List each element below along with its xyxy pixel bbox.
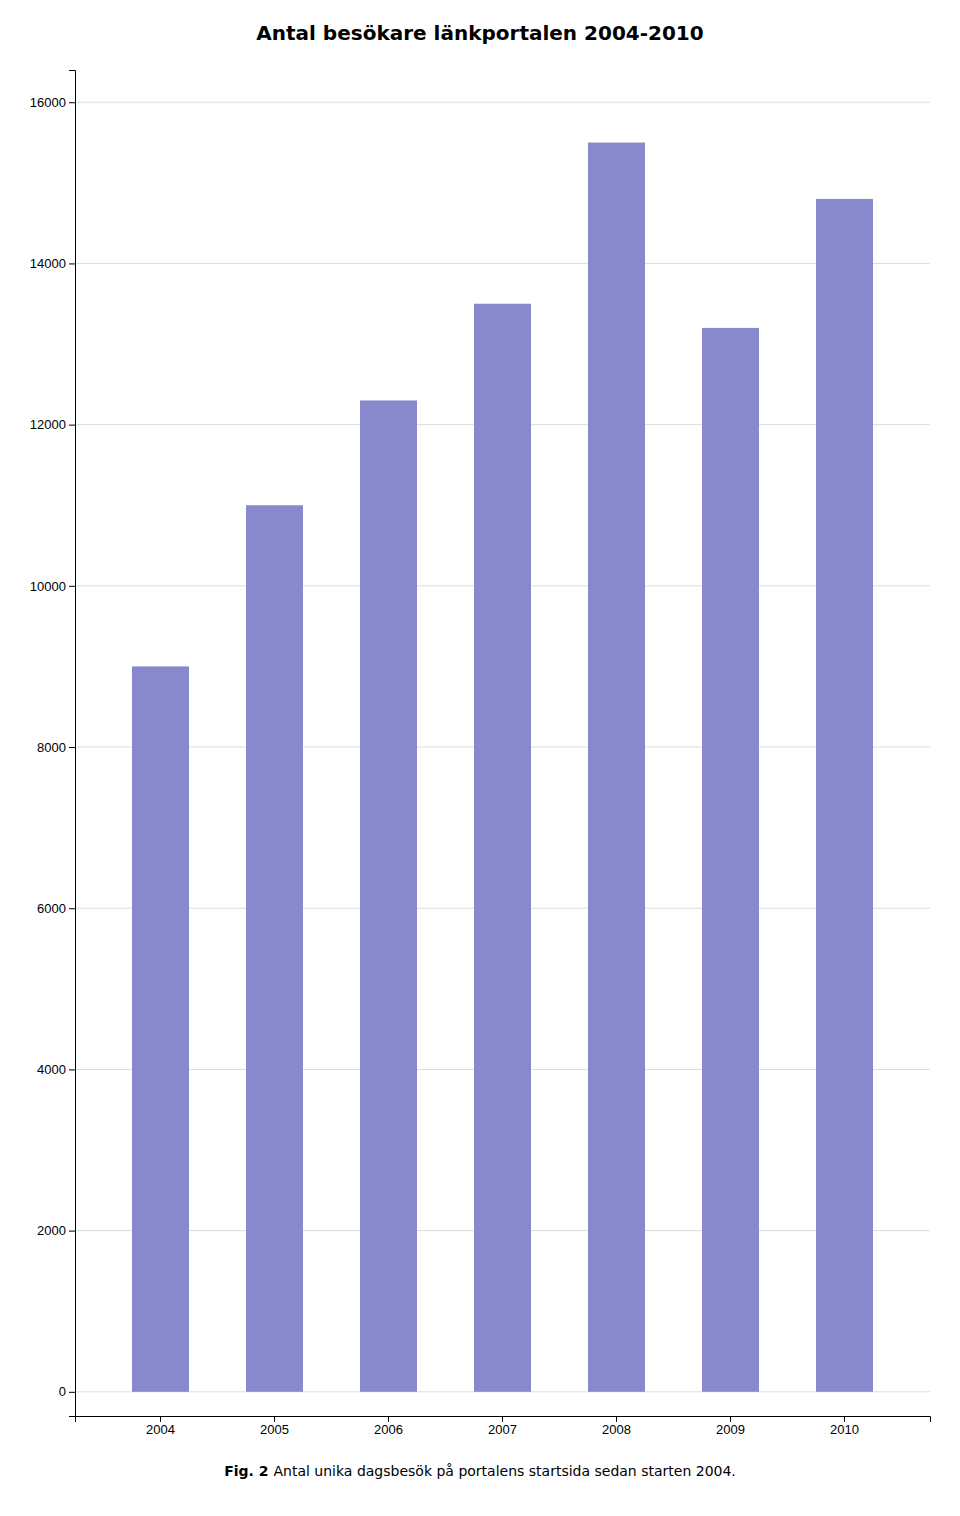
- tick: 2010: [830, 1416, 859, 1437]
- grid-line: [75, 102, 930, 103]
- bar: [360, 400, 417, 1391]
- tick: 2007: [488, 1416, 517, 1437]
- tick-label: 4000: [37, 1062, 66, 1077]
- bar: [474, 304, 531, 1392]
- tick: 2004: [146, 1416, 175, 1437]
- tick-mark: [69, 908, 75, 909]
- tick-mark: [502, 1416, 503, 1422]
- tick: 10000: [30, 578, 75, 593]
- chart: Antal besökare länkportalen 2004-2010 200…: [0, 0, 960, 1516]
- plot: 2004 2005 2006 2007 2008 2009 2010 0 2000 4000 600…: [30, 71, 931, 1438]
- grid-line: [75, 263, 930, 264]
- tick-mark: [69, 1231, 75, 1232]
- bar: [588, 143, 645, 1392]
- bar: [816, 199, 873, 1392]
- y-axis: 0 2000 4000 6000 8000 10000 12000 14000 16000: [30, 71, 76, 1417]
- axis-line: [76, 1417, 931, 1423]
- title: Antal besökare länkportalen 2004-2010: [256, 21, 703, 45]
- tick-mark: [69, 586, 75, 587]
- tick-mark: [730, 1416, 731, 1422]
- axis-line: [69, 71, 76, 1417]
- tick-mark: [616, 1416, 617, 1422]
- tick: 8000: [37, 740, 75, 755]
- tick-mark: [69, 263, 75, 264]
- tick-label: 0: [59, 1384, 66, 1399]
- tick-label: 8000: [37, 740, 66, 755]
- tick: 2006: [374, 1416, 403, 1437]
- x-axis: 2004 2005 2006 2007 2008 2009 2010: [76, 1416, 931, 1437]
- tick: 2008: [602, 1416, 631, 1437]
- tick-label: 2006: [374, 1422, 403, 1437]
- tick-label: 2008: [602, 1422, 631, 1437]
- bar: [702, 328, 759, 1392]
- tick: 2000: [37, 1223, 75, 1238]
- tick-mark: [69, 747, 75, 748]
- bar: [132, 666, 189, 1391]
- tick-label: 2007: [488, 1422, 517, 1437]
- tick-mark: [69, 425, 75, 426]
- tick-mark: [69, 102, 75, 103]
- tick: 0: [59, 1384, 75, 1399]
- tick-label: 2000: [37, 1223, 66, 1238]
- tick: 16000: [30, 95, 75, 110]
- tick-mark: [160, 1416, 161, 1422]
- grid: [75, 102, 930, 1392]
- tick: 2005: [260, 1416, 289, 1437]
- tick-label: 10000: [30, 578, 66, 593]
- tick: 12000: [30, 417, 75, 432]
- caption: Fig. 2 Antal unika dagsbesök på portalens…: [224, 1463, 736, 1479]
- tick-label: 12000: [30, 417, 66, 432]
- tick-label: 2010: [830, 1422, 859, 1437]
- bars: [132, 143, 873, 1392]
- tick: 14000: [30, 256, 75, 271]
- tick-label: 6000: [37, 901, 66, 916]
- tick-mark: [388, 1416, 389, 1422]
- tick-label: 14000: [30, 256, 66, 271]
- tick-mark: [274, 1416, 275, 1422]
- tick: 4000: [37, 1062, 75, 1077]
- tick-label: 2004: [146, 1422, 175, 1437]
- caption-bold: Fig. 2: [224, 1463, 268, 1479]
- tick-label: 16000: [30, 95, 66, 110]
- tick-label: 2005: [260, 1422, 289, 1437]
- bar: [246, 505, 303, 1392]
- tick-mark: [69, 1069, 75, 1070]
- tick-label: 2009: [716, 1422, 745, 1437]
- tick-mark: [844, 1416, 845, 1422]
- tick: 2009: [716, 1416, 745, 1437]
- tick: 6000: [37, 901, 75, 916]
- tick-mark: [69, 1392, 75, 1393]
- caption-text: Antal unika dagsbesök på portalens start…: [274, 1463, 736, 1479]
